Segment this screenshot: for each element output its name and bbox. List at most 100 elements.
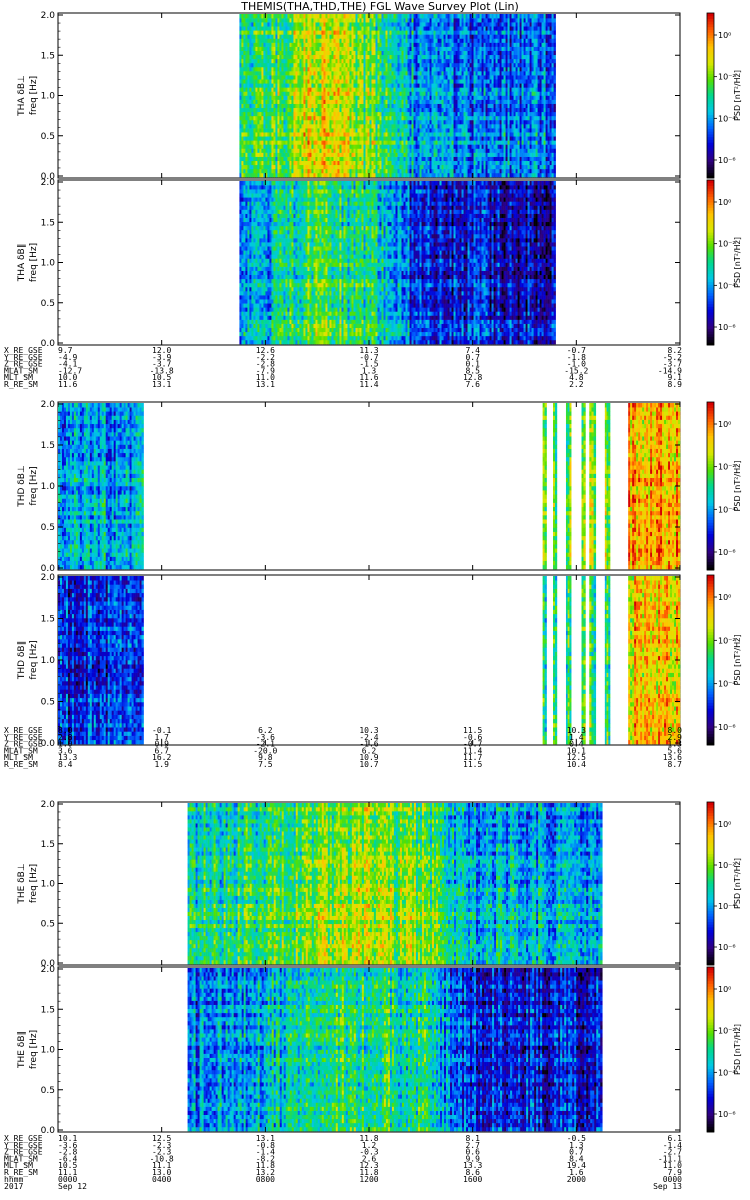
heatmap-cell	[431, 91, 434, 96]
heatmap-cell	[337, 58, 340, 64]
heatmap-cell	[381, 66, 384, 72]
heatmap-cell	[279, 148, 282, 153]
heatmap-cell	[415, 119, 418, 125]
heatmap-cell	[263, 42, 266, 47]
heatmap-cell	[259, 22, 262, 27]
heatmap-cell	[327, 164, 330, 170]
heatmap-cell	[375, 152, 378, 157]
heatmap-cell	[253, 58, 256, 64]
heatmap-cell	[253, 156, 256, 162]
heatmap-cell	[355, 124, 358, 129]
heatmap-cell	[465, 18, 468, 23]
heatmap-cell	[433, 172, 436, 178]
heatmap-cell	[441, 62, 444, 68]
heatmap-cell	[423, 38, 426, 43]
heatmap-cell	[289, 26, 292, 31]
heatmap-cell	[405, 168, 408, 174]
heatmap-cell	[319, 30, 322, 35]
heatmap-cell	[469, 22, 472, 27]
heatmap-cell	[275, 75, 278, 80]
heatmap-cell	[435, 140, 438, 145]
heatmap-cell	[283, 30, 286, 35]
heatmap-cell	[325, 144, 328, 149]
heatmap-cell	[273, 107, 276, 113]
heatmap-cell	[367, 124, 370, 129]
heatmap-cell	[251, 18, 254, 23]
heatmap-cell	[327, 119, 330, 125]
heatmap-cell	[401, 50, 404, 56]
heatmap-cell	[411, 119, 414, 125]
heatmap-cell	[355, 95, 358, 100]
heatmap-cell	[475, 22, 478, 27]
heatmap-cell	[361, 75, 364, 80]
heatmap-cell	[287, 115, 290, 121]
heatmap-cell	[303, 160, 306, 166]
heatmap-cell	[355, 46, 358, 51]
heatmap-cell	[403, 87, 406, 92]
heatmap-cell	[305, 103, 308, 109]
heatmap-cell	[447, 42, 450, 47]
heatmap-cell	[317, 26, 320, 31]
heatmap-cell	[375, 75, 378, 80]
heatmap-cell	[319, 160, 322, 166]
heatmap-cell	[375, 38, 378, 43]
heatmap-cell	[293, 26, 296, 31]
heatmap-cell	[485, 18, 488, 23]
heatmap-cell	[291, 54, 294, 60]
heatmap-cell	[329, 119, 332, 125]
heatmap-cell	[389, 107, 392, 113]
heatmap-cell	[451, 168, 454, 174]
heatmap-cell	[283, 111, 286, 117]
heatmap-cell	[399, 124, 402, 129]
heatmap-cell	[315, 140, 318, 145]
heatmap-cell	[335, 103, 338, 109]
heatmap-cell	[341, 50, 344, 56]
heatmap-cell	[349, 132, 352, 137]
heatmap-cell	[397, 91, 400, 96]
heatmap-cell	[403, 115, 406, 121]
heatmap-cell	[325, 58, 328, 64]
heatmap-cell	[389, 18, 392, 23]
heatmap-cell	[453, 144, 456, 149]
heatmap-cell	[389, 160, 392, 166]
heatmap-cell	[283, 79, 286, 84]
heatmap-cell	[255, 124, 258, 129]
heatmap-cell	[251, 168, 254, 174]
heatmap-cell	[389, 128, 392, 133]
heatmap-cell	[399, 18, 402, 23]
heatmap-cell	[375, 103, 378, 109]
heatmap-cell	[287, 119, 290, 125]
heatmap-cell	[401, 38, 404, 43]
heatmap-cell	[387, 164, 390, 170]
heatmap-cell	[285, 18, 288, 23]
heatmap-cell	[295, 148, 298, 153]
heatmap-cell	[357, 87, 360, 92]
heatmap-cell	[365, 87, 368, 92]
heatmap-cell	[479, 111, 482, 117]
heatmap-cell	[435, 71, 438, 76]
heatmap-cell	[273, 66, 276, 72]
heatmap-cell	[403, 71, 406, 76]
heatmap-cell	[325, 140, 328, 145]
heatmap-cell	[341, 99, 344, 104]
heatmap-cell	[331, 128, 334, 133]
heatmap-cell	[471, 42, 474, 47]
heatmap-cell	[283, 14, 286, 19]
heatmap-cell	[471, 87, 474, 92]
heatmap-cell	[391, 124, 394, 129]
heatmap-cell	[419, 75, 422, 80]
heatmap-cell	[469, 124, 472, 129]
heatmap-cell	[417, 14, 420, 19]
heatmap-cell	[249, 22, 252, 27]
heatmap-cell	[241, 75, 244, 80]
heatmap-cell	[445, 58, 448, 64]
heatmap-cell	[333, 148, 336, 153]
heatmap-cell	[297, 152, 300, 157]
heatmap-cell	[349, 54, 352, 60]
heatmap-cell	[419, 58, 422, 64]
heatmap-cell	[309, 128, 312, 133]
heatmap-cell	[251, 34, 254, 39]
heatmap-cell	[321, 111, 324, 117]
heatmap-cell	[405, 172, 408, 178]
heatmap-cell	[443, 46, 446, 51]
